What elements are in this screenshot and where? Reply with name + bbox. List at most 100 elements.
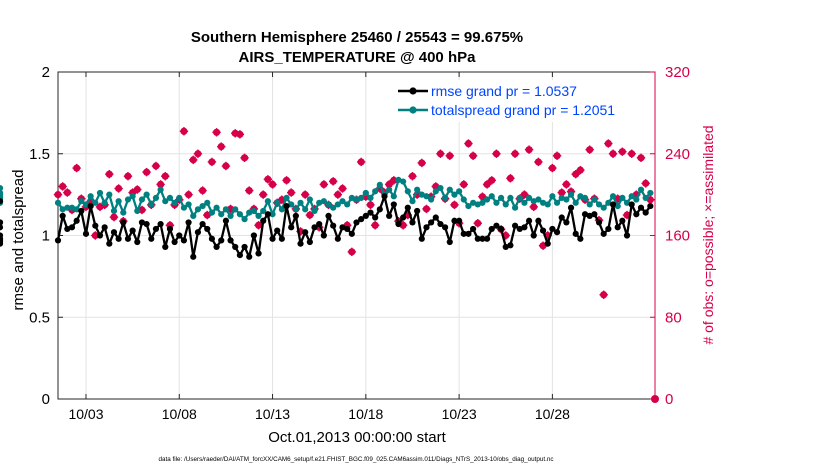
data-point [110, 229, 118, 236]
data-point [311, 224, 318, 231]
obs-count-marker [333, 190, 343, 199]
data-point [138, 219, 146, 226]
data-point [553, 229, 561, 236]
data-point [511, 222, 519, 229]
data-point [348, 230, 355, 237]
obs-count-marker [245, 186, 254, 195]
data-point [595, 219, 603, 226]
data-point [619, 194, 626, 201]
data-point [451, 191, 458, 198]
data-point [73, 206, 80, 213]
data-point [400, 178, 407, 185]
obs-count-marker [198, 186, 207, 195]
obs-count-marker [422, 204, 431, 214]
data-point [605, 225, 612, 233]
obs-count-marker [63, 188, 72, 197]
data-point [483, 196, 491, 203]
obs-count-marker [370, 221, 380, 230]
data-point [54, 199, 62, 206]
data-point [208, 209, 216, 216]
data-point [633, 211, 640, 218]
data-point [409, 198, 416, 205]
data-point [236, 211, 243, 218]
data-point [82, 201, 90, 208]
data-point [162, 243, 169, 251]
data-point [166, 194, 174, 201]
data-point [87, 193, 94, 200]
data-point [572, 199, 579, 206]
data-point [106, 191, 113, 198]
data-point [157, 186, 164, 193]
data-point [553, 199, 561, 206]
data-point [395, 176, 402, 184]
obs-count-marker [123, 172, 133, 181]
data-point [563, 196, 570, 203]
legend-box [396, 80, 651, 122]
data-point [334, 235, 341, 242]
data-point [106, 240, 113, 247]
y-left-tick-label: 2 [42, 64, 50, 81]
obs-count-marker [114, 184, 123, 193]
data-point [0, 191, 4, 198]
obs-count-marker [618, 147, 627, 156]
x-tick-label: 10/18 [348, 406, 383, 422]
data-point [465, 202, 472, 210]
obs-count-marker [529, 202, 538, 212]
data-point [567, 204, 575, 211]
data-point [0, 240, 4, 247]
chart-title-line2: AIRS_TEMPERATURE @ 400 hPa [239, 49, 477, 66]
obs-count-marker [571, 169, 580, 179]
data-point [241, 243, 248, 251]
legend: rmse grand pr = 1.0537 totalspread grand… [396, 80, 651, 122]
data-point [232, 243, 239, 251]
y-left-tick-label: 1.5 [29, 146, 50, 163]
data-point [222, 206, 230, 213]
data-point [493, 199, 500, 206]
x-axis: 10/03 10/08 10/13 10/18 10/23 10/28 [68, 72, 570, 422]
y-right-tick-label: 240 [665, 146, 690, 163]
data-point [628, 201, 635, 208]
data-point [157, 220, 164, 228]
x-tick-label: 10/08 [162, 406, 197, 422]
data-point [171, 199, 178, 206]
data-point [381, 193, 388, 200]
obs-count-marker [408, 172, 417, 181]
data-point [194, 229, 202, 236]
data-point [474, 235, 481, 242]
data-point [292, 212, 299, 219]
data-point [525, 217, 533, 224]
obs-count-marker [366, 200, 375, 210]
series-rmse [0, 193, 654, 260]
obs-count-marker [487, 176, 496, 185]
data-point [68, 224, 76, 231]
data-point [628, 193, 635, 200]
obs-count-marker [161, 172, 170, 181]
obs-count-marker [58, 182, 67, 191]
data-point [497, 194, 505, 201]
data-point [143, 220, 150, 228]
data-point [637, 186, 645, 193]
data-point [414, 207, 421, 215]
obs-count-marker [287, 188, 296, 197]
data-point [437, 220, 444, 228]
data-point [204, 225, 211, 233]
data-point [213, 204, 220, 211]
data-point [493, 222, 500, 229]
data-point [227, 237, 234, 244]
data-point [404, 188, 411, 195]
x-tick-label: 10/28 [535, 406, 570, 422]
data-point [302, 229, 309, 236]
data-point [600, 230, 607, 237]
data-point [577, 235, 584, 242]
data-point [544, 201, 551, 208]
data-point [474, 201, 481, 208]
data-point [549, 225, 556, 233]
data-point [96, 189, 104, 197]
data-point [344, 225, 351, 233]
data-point [595, 201, 603, 208]
data-point [372, 214, 379, 221]
obs-count-marker [608, 149, 618, 158]
data-point [591, 211, 598, 218]
data-point [222, 217, 230, 224]
